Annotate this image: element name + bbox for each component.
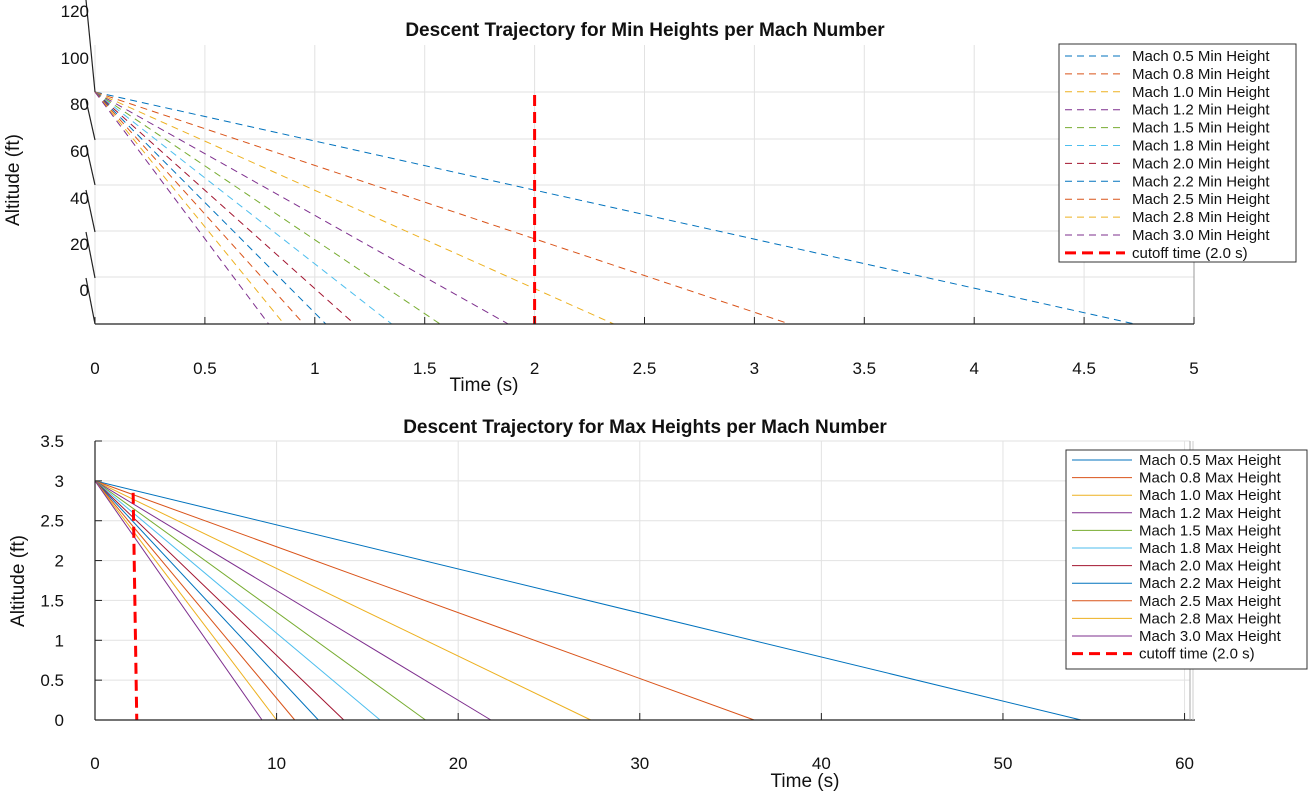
y-axis-label: Altitude (ft) — [3, 134, 24, 226]
y-tick-label: 80 — [70, 95, 89, 114]
x-axis-label: Time (s) — [450, 375, 519, 396]
legend-label: Mach 2.8 Max Height — [1139, 610, 1282, 627]
y-tick-label: 120 — [61, 2, 89, 21]
series-line — [94, 480, 591, 721]
series-line — [94, 91, 270, 325]
max-heights-plot: 0 10 20 30 40 50 60 0 0.5 1 1.5 2 2.5 3 3.5 Descent Tra… — [8, 417, 1308, 792]
series-line — [94, 91, 614, 325]
legend-label: Mach 1.0 Max Height — [1139, 487, 1282, 504]
legend-label: Mach 1.5 Min Height — [1132, 120, 1270, 137]
legend-label: Mach 1.2 Max Height — [1139, 505, 1282, 522]
x-tick-label: 3.5 — [852, 359, 876, 378]
x-tick-label: 5 — [1189, 359, 1198, 378]
y-tick-label: 0 — [55, 711, 64, 730]
legend-label: Mach 3.0 Min Height — [1132, 227, 1270, 244]
series-line — [94, 480, 296, 721]
y-tick-label: 2 — [55, 552, 64, 571]
series-line — [94, 480, 381, 721]
legend-label: Mach 1.2 Min Height — [1132, 102, 1270, 119]
x-tick-label: 20 — [449, 754, 468, 773]
series-line — [94, 480, 755, 721]
cutoff-line — [131, 492, 139, 721]
y-tick-label: 1.5 — [40, 591, 64, 610]
legend-label-cutoff: cutoff time (2.0 s) — [1132, 245, 1248, 262]
legend-label: Mach 1.5 Max Height — [1139, 522, 1282, 539]
series-line — [94, 480, 492, 721]
series-line — [94, 91, 285, 325]
y-tick-label: 1 — [55, 631, 64, 650]
y-tick-label: 100 — [61, 49, 89, 68]
y-tick-label: 0.5 — [40, 671, 64, 690]
x-tick-label: 30 — [630, 754, 649, 773]
legend-label: Mach 1.8 Min Height — [1132, 138, 1270, 155]
y-axis-line — [85, 144, 96, 186]
chart-title: Descent Trajectory for Max Heights per M… — [403, 417, 887, 438]
legend-label: Mach 3.0 Max Height — [1139, 628, 1282, 645]
x-tick-label: 40 — [812, 754, 831, 773]
y-axis-line — [85, 0, 96, 93]
min-heights-plot: 0 0.5 1 1.5 2 2.5 3 3.5 4 4.5 5 0 20 40 60 80 100 120 Desc… — [3, 0, 1297, 396]
series-line — [94, 91, 355, 325]
series-line — [94, 91, 1135, 325]
series-line — [94, 91, 790, 325]
y-tick-label: 60 — [70, 142, 89, 161]
series-line — [94, 91, 305, 325]
series-line — [94, 91, 393, 325]
legend-label: Mach 0.5 Min Height — [1132, 48, 1270, 65]
y-axis-line — [85, 231, 96, 279]
legend-label: Mach 2.8 Min Height — [1132, 209, 1270, 226]
legend-box — [1058, 43, 1297, 263]
chart-title: Descent Trajectory for Min Heights per M… — [405, 20, 885, 41]
legend-label: Mach 0.5 Max Height — [1139, 452, 1282, 469]
y-tick-label: 2.5 — [40, 512, 64, 531]
legend-label: Mach 2.5 Max Height — [1139, 593, 1282, 610]
legend-box — [1065, 449, 1308, 670]
y-tick-label: 0 — [80, 281, 89, 300]
y-tick-label: 20 — [70, 235, 89, 254]
x-tick-label: 60 — [1175, 754, 1194, 773]
series-line — [94, 480, 426, 721]
legend-label: Mach 1.8 Max Height — [1139, 540, 1282, 557]
y-axis-line — [85, 99, 96, 141]
series-line — [94, 91, 509, 325]
x-tick-label: 3 — [750, 359, 759, 378]
x-tick-label: 10 — [267, 754, 286, 773]
legend-label: Mach 0.8 Min Height — [1132, 66, 1270, 83]
legend-label: Mach 2.0 Max Height — [1139, 558, 1282, 575]
series-line — [94, 480, 277, 721]
y-axis-line — [85, 277, 96, 325]
legend-label: Mach 2.0 Min Height — [1132, 155, 1270, 172]
y-tick-label: 3.5 — [40, 432, 64, 451]
legend-label: Mach 2.5 Min Height — [1132, 191, 1270, 208]
x-tick-label: 1 — [310, 359, 319, 378]
legend-label: Mach 1.0 Min Height — [1132, 84, 1270, 101]
legend-label: Mach 0.8 Max Height — [1139, 470, 1282, 487]
legend-label: Mach 2.2 Min Height — [1132, 173, 1270, 190]
x-axis-label: Time (s) — [771, 771, 840, 792]
series-line — [94, 480, 263, 721]
series-line — [94, 480, 345, 721]
y-tick-label: 3 — [55, 472, 64, 491]
y-axis-line — [85, 189, 96, 233]
x-tick-label: 4.5 — [1072, 359, 1096, 378]
series-line — [94, 480, 1082, 721]
series-line — [94, 91, 327, 325]
x-tick-label: 0 — [90, 359, 99, 378]
x-tick-label: 0.5 — [193, 359, 217, 378]
x-tick-label: 1.5 — [413, 359, 437, 378]
legend-label: Mach 2.2 Max Height — [1139, 575, 1282, 592]
legend-label-cutoff: cutoff time (2.0 s) — [1139, 646, 1255, 663]
x-tick-label: 2 — [530, 359, 539, 378]
x-tick-label: 2.5 — [633, 359, 657, 378]
y-tick-label: 40 — [70, 189, 89, 208]
x-tick-label: 4 — [969, 359, 978, 378]
x-tick-label: 0 — [90, 754, 99, 773]
series-line — [94, 91, 441, 325]
x-tick-label: 50 — [993, 754, 1012, 773]
y-axis-label: Altitude (ft) — [8, 535, 29, 627]
